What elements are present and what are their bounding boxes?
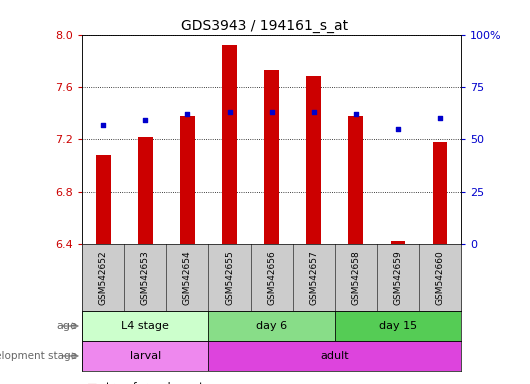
Text: GSM542652: GSM542652 <box>99 250 108 305</box>
Text: GSM542658: GSM542658 <box>351 250 360 305</box>
Text: GDS3943 / 194161_s_at: GDS3943 / 194161_s_at <box>181 19 349 33</box>
Text: GSM542655: GSM542655 <box>225 250 234 305</box>
Text: L4 stage: L4 stage <box>121 321 169 331</box>
Text: GSM542659: GSM542659 <box>393 250 402 305</box>
Bar <box>348 116 363 244</box>
Bar <box>82 311 208 341</box>
Bar <box>391 241 405 244</box>
Bar <box>96 155 111 244</box>
Text: larval: larval <box>130 351 161 361</box>
Point <box>183 111 192 117</box>
Point <box>394 126 402 132</box>
Point <box>351 111 360 117</box>
Point <box>267 109 276 115</box>
Point <box>99 121 108 127</box>
Bar <box>432 142 447 244</box>
Bar <box>222 45 237 244</box>
Text: transformed count: transformed count <box>106 382 203 384</box>
Bar <box>208 341 461 371</box>
Text: GSM542660: GSM542660 <box>436 250 445 305</box>
Text: day 15: day 15 <box>379 321 417 331</box>
Bar <box>335 311 461 341</box>
Text: GSM542656: GSM542656 <box>267 250 276 305</box>
Text: age: age <box>56 321 77 331</box>
Text: GSM542654: GSM542654 <box>183 250 192 305</box>
Bar <box>264 70 279 244</box>
Text: development stage: development stage <box>0 351 77 361</box>
Bar <box>82 341 208 371</box>
Text: GSM542653: GSM542653 <box>141 250 150 305</box>
Text: adult: adult <box>321 351 349 361</box>
Text: day 6: day 6 <box>256 321 287 331</box>
Bar <box>306 76 321 244</box>
Point <box>141 117 149 123</box>
Bar <box>180 116 195 244</box>
Text: GSM542657: GSM542657 <box>309 250 318 305</box>
Point <box>225 109 234 115</box>
Point <box>310 109 318 115</box>
Bar <box>208 311 335 341</box>
Text: ■: ■ <box>87 382 98 384</box>
Point <box>436 115 444 121</box>
Bar <box>138 137 153 244</box>
